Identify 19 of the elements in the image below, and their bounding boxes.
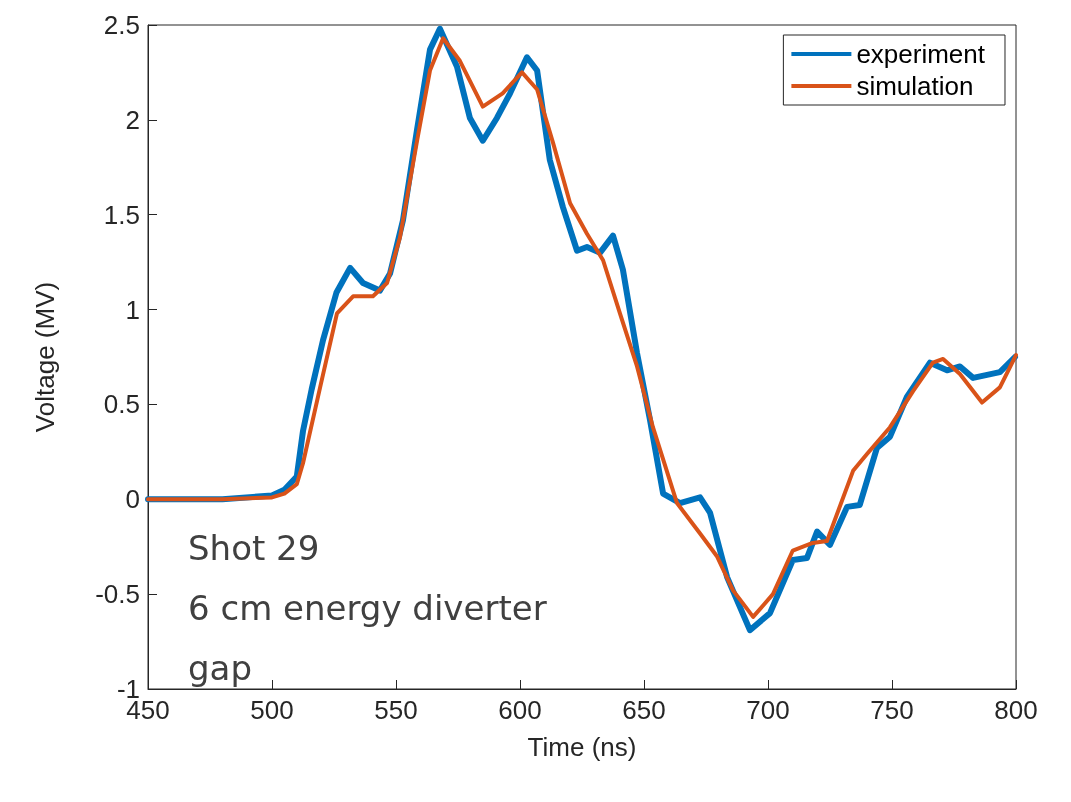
y-tick-label: 1: [125, 294, 140, 325]
y-tick-label: 2: [125, 104, 140, 135]
x-tick-label: 650: [622, 695, 666, 725]
x-tick-label: 550: [374, 695, 418, 725]
y-tick-label: 0: [125, 484, 140, 515]
y-tick-label: -0.5: [95, 579, 140, 610]
y-axis-title: Voltage (MV): [30, 281, 60, 433]
x-tick-label: 700: [746, 695, 790, 725]
y-tick-label: 1.5: [103, 199, 140, 230]
x-tick-label: 750: [870, 695, 914, 725]
x-axis-title: Time (ns): [527, 732, 637, 762]
y-tick-label: 2.5: [103, 10, 140, 40]
x-tick-label: 800: [994, 695, 1038, 725]
legend-label: experiment: [856, 39, 986, 69]
y-tick-label: 0.5: [103, 389, 140, 420]
annotation: Shot 29 6 cm energy diverter gap: [188, 528, 547, 688]
legend-label: simulation: [856, 71, 974, 101]
x-tick-label: 600: [498, 695, 542, 725]
x-tick-label: 500: [250, 695, 294, 725]
